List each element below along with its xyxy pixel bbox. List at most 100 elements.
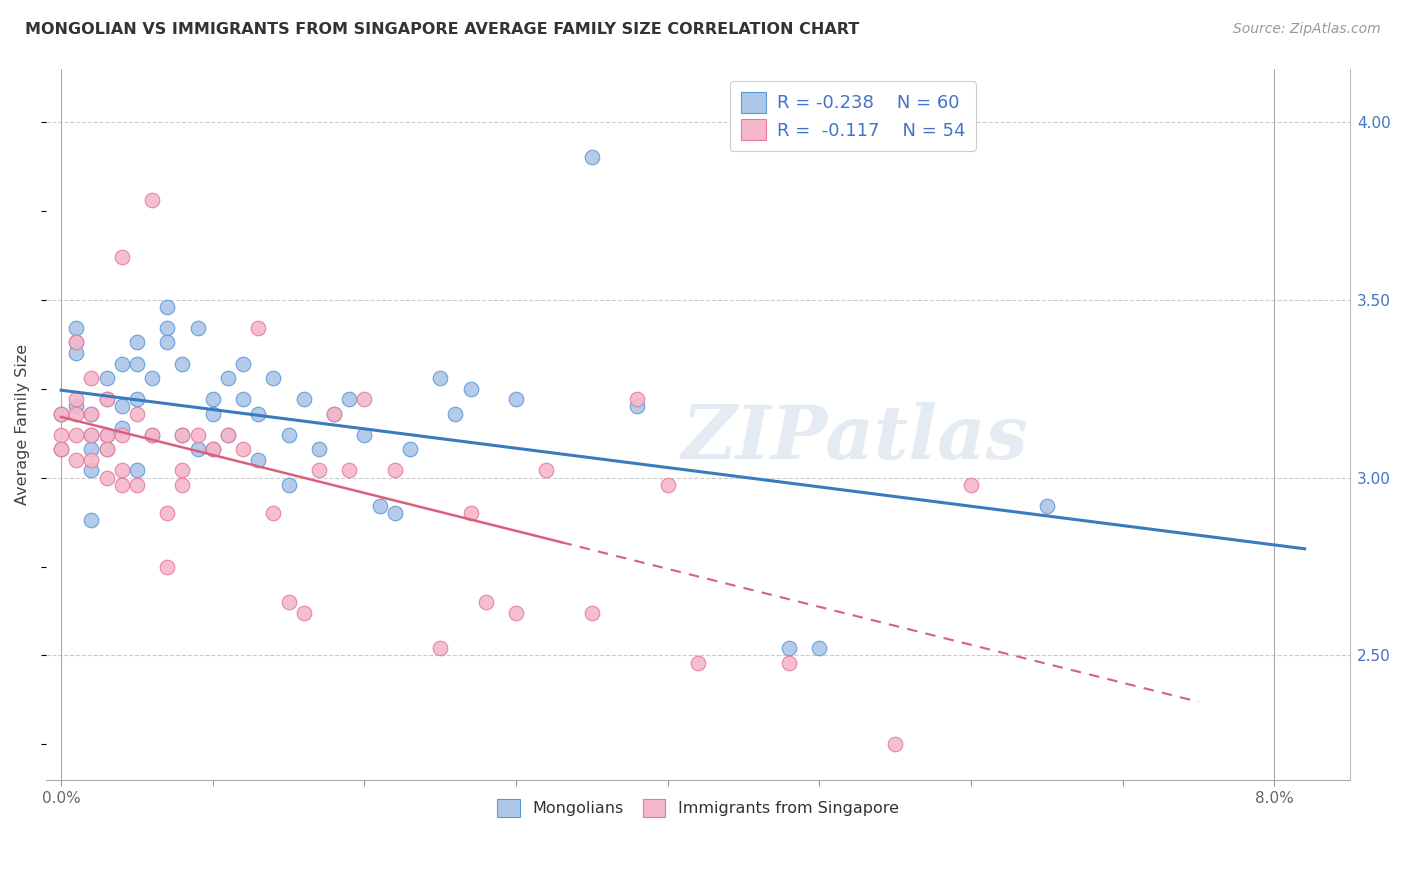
Point xyxy=(429,641,451,656)
Point xyxy=(308,463,330,477)
Point xyxy=(217,371,239,385)
Point xyxy=(308,442,330,457)
Point xyxy=(444,407,467,421)
Point xyxy=(217,428,239,442)
Point xyxy=(323,407,346,421)
Point xyxy=(80,371,103,385)
Point xyxy=(49,407,72,421)
Point xyxy=(96,470,118,484)
Point xyxy=(626,400,648,414)
Point xyxy=(111,463,134,477)
Point xyxy=(141,428,163,442)
Point xyxy=(353,392,375,407)
Point xyxy=(49,442,72,457)
Point xyxy=(156,506,179,520)
Point xyxy=(474,595,496,609)
Point xyxy=(337,392,360,407)
Point xyxy=(201,442,224,457)
Point xyxy=(65,452,87,467)
Point xyxy=(49,442,72,457)
Point xyxy=(156,321,179,335)
Point xyxy=(460,506,482,520)
Point xyxy=(156,300,179,314)
Point xyxy=(80,407,103,421)
Point xyxy=(80,463,103,477)
Point xyxy=(505,392,527,407)
Point xyxy=(49,428,72,442)
Point xyxy=(626,392,648,407)
Point xyxy=(187,428,209,442)
Point xyxy=(111,421,134,435)
Point xyxy=(80,407,103,421)
Point xyxy=(247,452,270,467)
Point xyxy=(323,407,346,421)
Point xyxy=(201,442,224,457)
Point xyxy=(884,738,907,752)
Point xyxy=(187,321,209,335)
Point xyxy=(262,371,284,385)
Point xyxy=(217,428,239,442)
Point xyxy=(65,321,87,335)
Point xyxy=(125,335,148,350)
Point xyxy=(111,357,134,371)
Point xyxy=(187,442,209,457)
Point xyxy=(172,428,194,442)
Point xyxy=(96,371,118,385)
Point xyxy=(201,392,224,407)
Point xyxy=(292,392,315,407)
Point xyxy=(141,193,163,207)
Point xyxy=(96,442,118,457)
Point xyxy=(156,335,179,350)
Point xyxy=(125,357,148,371)
Point xyxy=(277,428,299,442)
Point xyxy=(141,428,163,442)
Point xyxy=(1036,499,1059,513)
Point xyxy=(368,499,391,513)
Point xyxy=(247,407,270,421)
Point xyxy=(201,407,224,421)
Point xyxy=(778,641,800,656)
Point xyxy=(460,382,482,396)
Point xyxy=(65,407,87,421)
Point xyxy=(111,428,134,442)
Point xyxy=(65,335,87,350)
Point xyxy=(96,428,118,442)
Point xyxy=(808,641,831,656)
Point xyxy=(505,606,527,620)
Point xyxy=(292,606,315,620)
Point xyxy=(581,606,603,620)
Point xyxy=(111,250,134,264)
Point xyxy=(111,400,134,414)
Text: ZIPatlas: ZIPatlas xyxy=(681,402,1028,475)
Text: MONGOLIAN VS IMMIGRANTS FROM SINGAPORE AVERAGE FAMILY SIZE CORRELATION CHART: MONGOLIAN VS IMMIGRANTS FROM SINGAPORE A… xyxy=(25,22,859,37)
Point xyxy=(65,400,87,414)
Point xyxy=(277,595,299,609)
Point xyxy=(80,428,103,442)
Point xyxy=(65,392,87,407)
Point xyxy=(65,335,87,350)
Point xyxy=(125,407,148,421)
Point xyxy=(262,506,284,520)
Point xyxy=(172,428,194,442)
Point xyxy=(686,656,709,670)
Text: Source: ZipAtlas.com: Source: ZipAtlas.com xyxy=(1233,22,1381,37)
Point xyxy=(172,357,194,371)
Point xyxy=(247,321,270,335)
Point xyxy=(384,463,406,477)
Point xyxy=(80,513,103,527)
Legend: Mongolians, Immigrants from Singapore: Mongolians, Immigrants from Singapore xyxy=(489,791,907,825)
Point xyxy=(172,463,194,477)
Point xyxy=(141,371,163,385)
Point xyxy=(657,477,679,491)
Point xyxy=(96,392,118,407)
Point xyxy=(172,477,194,491)
Point xyxy=(80,442,103,457)
Point xyxy=(353,428,375,442)
Point xyxy=(111,477,134,491)
Point xyxy=(65,428,87,442)
Point xyxy=(65,346,87,360)
Point xyxy=(384,506,406,520)
Point xyxy=(232,392,254,407)
Point xyxy=(399,442,422,457)
Point xyxy=(960,477,983,491)
